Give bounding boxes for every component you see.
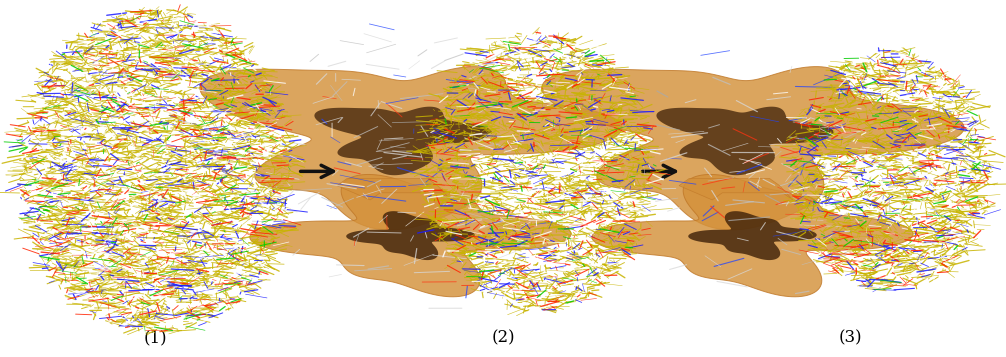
Polygon shape (200, 67, 622, 230)
Polygon shape (688, 211, 817, 260)
Text: (2): (2) (491, 329, 515, 346)
Polygon shape (315, 107, 492, 175)
Polygon shape (346, 211, 475, 260)
Text: (3): (3) (838, 329, 862, 346)
Polygon shape (337, 178, 451, 200)
Polygon shape (542, 67, 964, 230)
Text: (1): (1) (144, 329, 168, 346)
Polygon shape (657, 107, 834, 175)
Polygon shape (249, 175, 571, 297)
Polygon shape (679, 178, 793, 200)
Polygon shape (592, 175, 913, 297)
